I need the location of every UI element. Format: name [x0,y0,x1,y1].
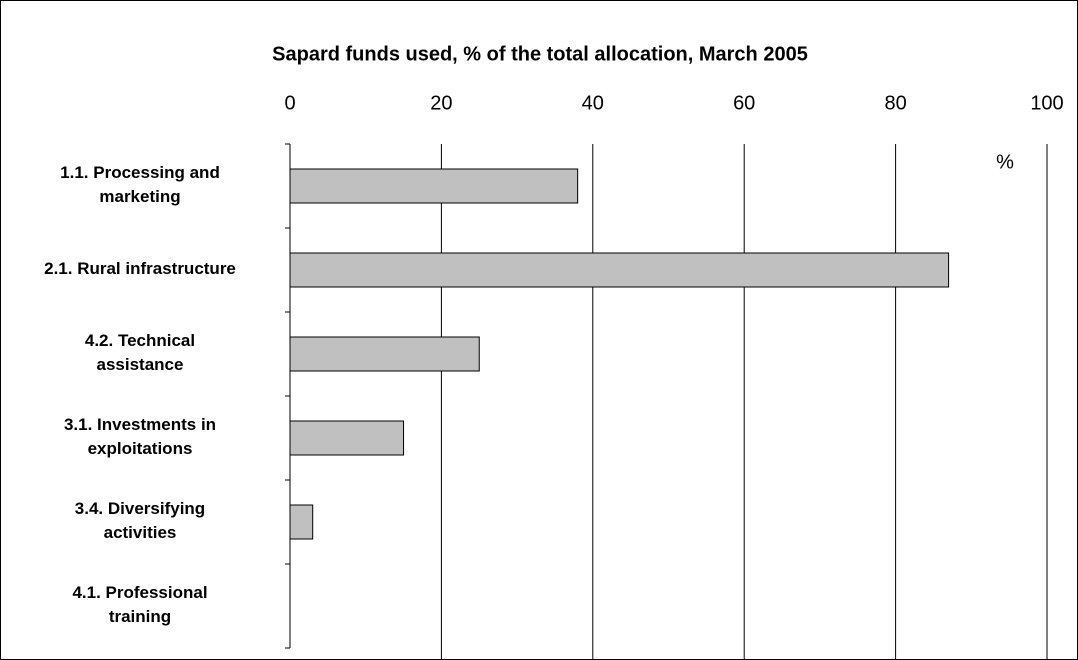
annotation: % [996,151,1014,173]
y-tick-label: 2.1. Rural infrastructure [44,259,236,278]
y-tick-label: 4.1. Professional training [72,583,208,626]
chart-title: Sapard funds used, % of the total alloca… [272,43,808,65]
x-tick-label: 80 [884,92,906,114]
y-tick-label: 4.2. Technical assistance [84,331,196,374]
bar [289,504,314,540]
bar [289,420,405,456]
x-tick-label: 60 [733,92,755,114]
y-tick-label: 3.4. Diversifying activities [74,499,206,542]
bar [289,252,950,288]
y-tick-label: 1.1. Processing and marketing [60,163,220,206]
bar [289,336,480,372]
bar [289,168,579,204]
y-tick-label: 3.1. Investments in exploitations [63,415,217,458]
x-tick-label: 40 [582,92,604,114]
x-tick-label: 100 [1030,92,1063,114]
x-tick-label: 0 [284,92,295,114]
x-tick-label: 20 [430,92,452,114]
